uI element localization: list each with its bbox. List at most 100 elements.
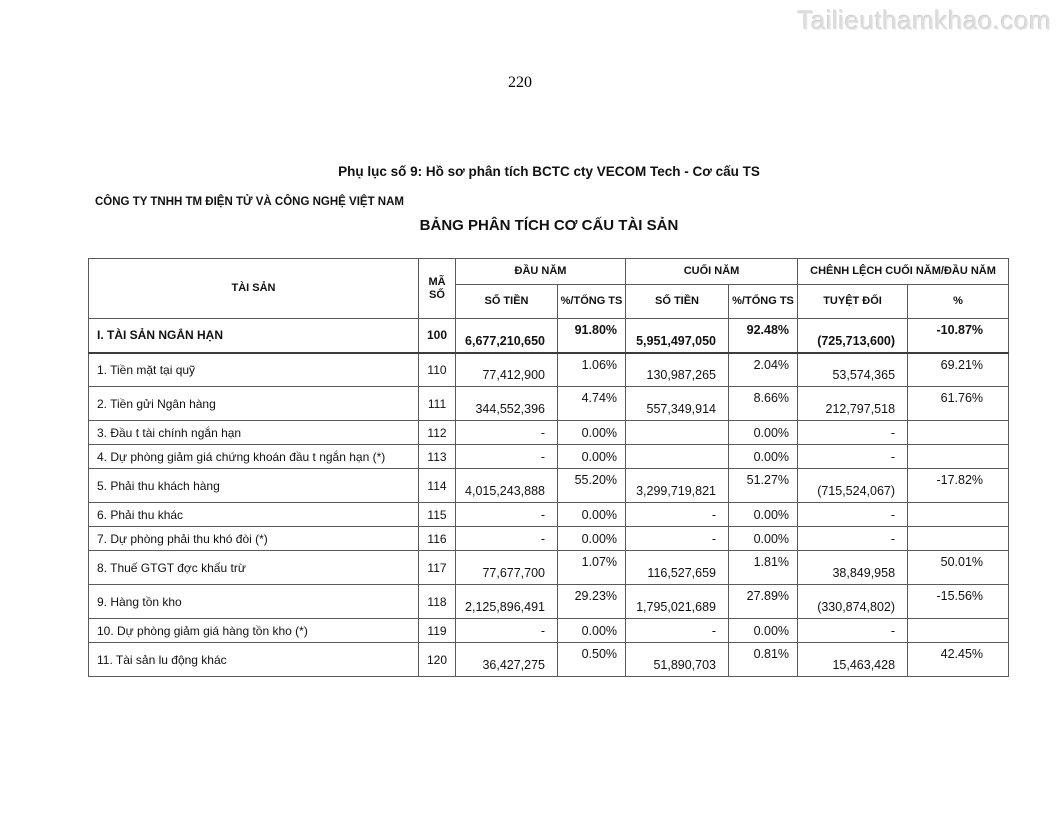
cell-end-amount: - bbox=[625, 502, 730, 527]
table-row: 7. Dự phòng phải thu khó đòi (*) 116-0.00… bbox=[88, 526, 1010, 551]
cell-begin-amount: - bbox=[455, 502, 558, 527]
cell-label: 6. Phải thu khác bbox=[88, 502, 419, 527]
table-row: 9. Hàng tồn kho 118 2,125,896,491 29.23% 1,7… bbox=[88, 584, 1010, 619]
cell-diff-pct bbox=[907, 420, 1010, 445]
cell-end-pct: 0.00% bbox=[728, 420, 799, 445]
cell-code: 119 bbox=[418, 618, 456, 643]
cell-diff-pct: 61.76% bbox=[907, 386, 1010, 421]
col-group-difference: CHÊNH LỆCH CUỐI NĂM/ĐẦU NĂM bbox=[797, 258, 1010, 285]
cell-begin-amount: 77,412,900 bbox=[455, 352, 558, 387]
col-header-end-amount: SỐ TIỀN bbox=[625, 284, 730, 319]
cell-code: 100 bbox=[418, 318, 456, 354]
cell-end-pct: 0.00% bbox=[728, 502, 799, 527]
cell-code: 116 bbox=[418, 526, 456, 551]
col-header-code: MÃ SỐ bbox=[418, 258, 456, 319]
watermark: Tailieuthamkhao.com bbox=[797, 5, 1051, 35]
cell-begin-pct: 0.00% bbox=[556, 444, 627, 469]
cell-end-pct: 51.27% bbox=[728, 468, 799, 503]
cell-label: 3. Đầu t tài chính ngắn hạn bbox=[88, 420, 419, 445]
cell-begin-amount: - bbox=[455, 618, 558, 643]
col-header-begin-amount: SỐ TIỀN bbox=[455, 284, 558, 319]
cell-code: 117 bbox=[418, 550, 456, 585]
cell-end-pct: 0.00% bbox=[728, 526, 799, 551]
cell-diff-abs: - bbox=[797, 444, 909, 469]
cell-begin-amount: 6,677,210,650 bbox=[455, 318, 558, 354]
cell-label: I. TÀI SẢN NGẮN HẠN bbox=[88, 318, 419, 354]
cell-end-amount: 3,299,719,821 bbox=[625, 468, 730, 503]
cell-begin-pct: 4.74% bbox=[556, 386, 627, 421]
cell-end-amount: - bbox=[625, 526, 730, 551]
cell-diff-pct bbox=[907, 502, 1010, 527]
cell-end-amount: 130,987,265 bbox=[625, 352, 730, 387]
cell-end-pct: 2.04% bbox=[728, 352, 799, 387]
cell-diff-pct bbox=[907, 526, 1010, 551]
cell-diff-pct: 69.21% bbox=[907, 352, 1010, 387]
col-header-asset: TÀI SẢN bbox=[88, 258, 419, 319]
table-title: BẢNG PHÂN TÍCH CƠ CẤU TÀI SẢN bbox=[419, 217, 679, 234]
cell-begin-amount: 344,552,396 bbox=[455, 386, 558, 421]
page-number: 220 bbox=[508, 74, 532, 91]
cell-end-pct: 0.00% bbox=[728, 444, 799, 469]
cell-begin-pct: 0.00% bbox=[556, 420, 627, 445]
table-row: 10. Dự phòng giảm giá hàng tồn kho (*) 11… bbox=[88, 618, 1010, 643]
cell-end-pct: 27.89% bbox=[728, 584, 799, 619]
cell-begin-amount: 36,427,275 bbox=[455, 642, 558, 677]
asset-structure-table: TÀI SẢN MÃ SỐ ĐẦU NĂM CUỐI NĂM CHÊNH LỆC… bbox=[88, 258, 1010, 677]
col-group-begin-year: ĐẦU NĂM bbox=[454, 258, 627, 285]
appendix-title: Phụ lục số 9: Hồ sơ phân tích BCTC cty V… bbox=[338, 164, 760, 179]
cell-diff-abs: - bbox=[797, 526, 909, 551]
cell-end-amount: 116,527,659 bbox=[625, 550, 730, 585]
cell-end-amount: - bbox=[625, 618, 730, 643]
cell-begin-pct: 1.06% bbox=[556, 352, 627, 387]
cell-code: 112 bbox=[418, 420, 456, 445]
table-row: 2. Tiền gửi Ngân hàng 111 344,552,396 4.74%… bbox=[88, 386, 1010, 421]
company-name: CÔNG TY TNHH TM ĐIỆN TỬ VÀ CÔNG NGHỆ VIỆ… bbox=[95, 196, 404, 208]
cell-diff-abs: 15,463,428 bbox=[797, 642, 909, 677]
cell-begin-pct: 0.00% bbox=[556, 526, 627, 551]
cell-end-pct: 0.00% bbox=[728, 618, 799, 643]
table-row: 1. Tiền mặt tại quỹ 110 77,412,900 1.06% 130… bbox=[88, 352, 1010, 387]
cell-begin-amount: 2,125,896,491 bbox=[455, 584, 558, 619]
cell-code: 118 bbox=[418, 584, 456, 619]
cell-diff-pct: -15.56% bbox=[907, 584, 1010, 619]
col-header-begin-pct: %/TỔNG TS bbox=[556, 284, 627, 319]
cell-diff-pct bbox=[907, 444, 1010, 469]
cell-begin-pct: 0.00% bbox=[556, 502, 627, 527]
cell-begin-pct: 1.07% bbox=[556, 550, 627, 585]
cell-diff-abs: 53,574,365 bbox=[797, 352, 909, 387]
cell-end-pct: 1.81% bbox=[728, 550, 799, 585]
cell-begin-amount: - bbox=[455, 420, 558, 445]
cell-begin-amount: 4,015,243,888 bbox=[455, 468, 558, 503]
cell-end-amount bbox=[625, 420, 730, 445]
col-header-percent: % bbox=[907, 284, 1010, 319]
cell-label: 10. Dự phòng giảm giá hàng tồn kho (*) bbox=[88, 618, 419, 643]
cell-code: 115 bbox=[418, 502, 456, 527]
cell-diff-abs: (725,713,600) bbox=[797, 318, 909, 354]
cell-code: 110 bbox=[418, 352, 456, 387]
cell-begin-amount: - bbox=[455, 526, 558, 551]
cell-begin-pct: 29.23% bbox=[556, 584, 627, 619]
col-header-absolute: TUYỆT ĐỐI bbox=[797, 284, 909, 319]
cell-code: 120 bbox=[418, 642, 456, 677]
cell-diff-abs: (715,524,067) bbox=[797, 468, 909, 503]
table-row: 4. Dự phòng giảm giá chứng khoán đầu t n… bbox=[88, 444, 1010, 469]
cell-label: 1. Tiền mặt tại quỹ bbox=[88, 352, 419, 387]
table-row: 11. Tài sản lu động khác 120 36,427,275 0.5… bbox=[88, 642, 1010, 677]
cell-begin-pct: 91.80% bbox=[556, 318, 627, 354]
cell-end-amount: 557,349,914 bbox=[625, 386, 730, 421]
cell-label: 7. Dự phòng phải thu khó đòi (*) bbox=[88, 526, 419, 551]
cell-end-amount: 51,890,703 bbox=[625, 642, 730, 677]
table-row: 6. Phải thu khác 115-0.00% -0.00% - bbox=[88, 502, 1010, 527]
table-row: 3. Đầu t tài chính ngắn hạn 112-0.00% 0.00… bbox=[88, 420, 1010, 445]
cell-label: 11. Tài sản lu động khác bbox=[88, 642, 419, 677]
table-row: I. TÀI SẢN NGẮN HẠN 100 6,677,210,650 91.80… bbox=[88, 318, 1010, 354]
cell-code: 114 bbox=[418, 468, 456, 503]
table-header: TÀI SẢN MÃ SỐ ĐẦU NĂM CUỐI NĂM CHÊNH LỆC… bbox=[88, 258, 1010, 319]
cell-diff-pct bbox=[907, 618, 1010, 643]
cell-diff-abs: 212,797,518 bbox=[797, 386, 909, 421]
table-row: 8. Thuế GTGT đợc khấu trừ 117 77,677,700 1.… bbox=[88, 550, 1010, 585]
table-row: 5. Phải thu khách hàng 114 4,015,243,888 55… bbox=[88, 468, 1010, 503]
col-group-end-year: CUỐI NĂM bbox=[625, 258, 799, 285]
cell-diff-abs: - bbox=[797, 618, 909, 643]
table-body: I. TÀI SẢN NGẮN HẠN 100 6,677,210,650 91.80… bbox=[88, 318, 1010, 677]
